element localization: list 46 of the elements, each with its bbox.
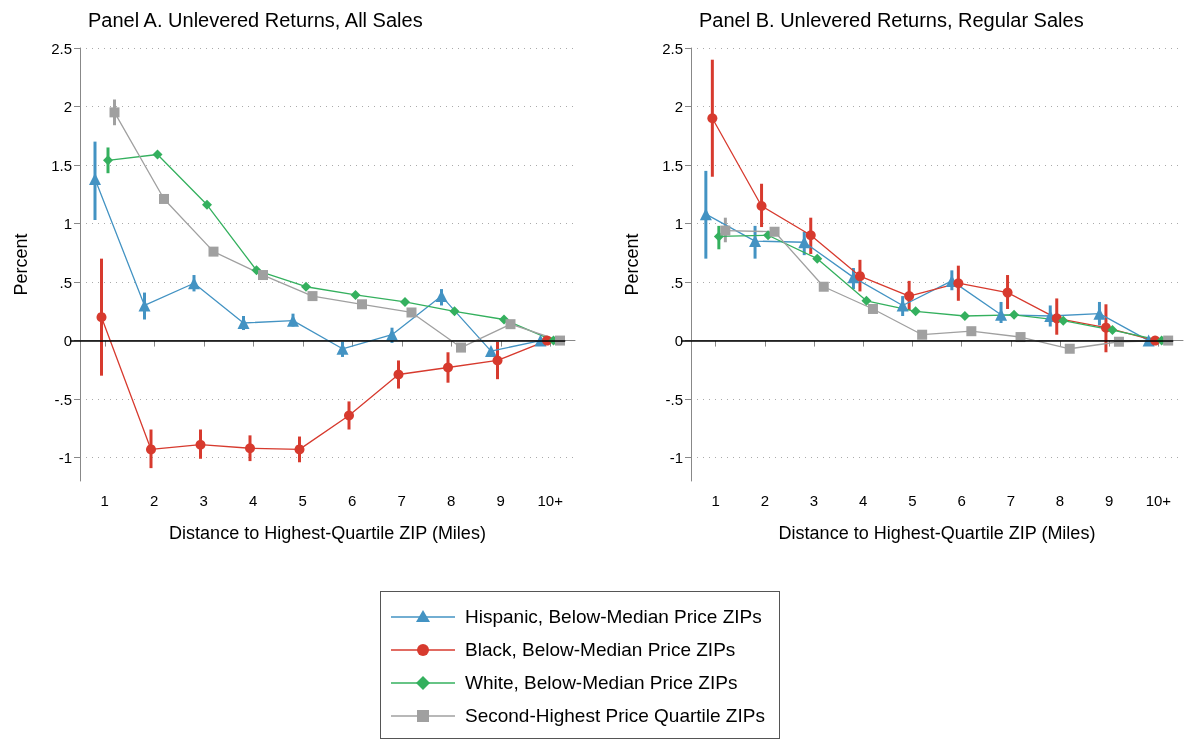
- chart-title: Panel A. Unlevered Returns, All Sales: [88, 9, 423, 31]
- x-tick-label: 8: [1055, 492, 1065, 509]
- x-tick-label: 1: [100, 492, 109, 509]
- y-tick-label: .5: [59, 273, 72, 291]
- x-tick-label: 2: [150, 492, 159, 509]
- x-tick-label: 8: [447, 492, 456, 509]
- x-tick-label: 1: [711, 492, 720, 509]
- x-tick-label: 6: [348, 492, 357, 509]
- x-tick-label: 10+: [537, 492, 564, 509]
- x-tick-label: 5: [298, 492, 307, 509]
- chart-title: Panel B. Unlevered Returns, Regular Sales: [699, 9, 1084, 31]
- x-tick-label: 7: [1006, 492, 1015, 509]
- x-tick-label: 10+: [1145, 492, 1172, 509]
- y-tick-label: -1: [669, 449, 683, 467]
- x-axis-title: Distance to Highest-Quartile ZIP (Miles): [169, 523, 486, 543]
- legend-label: Second-Highest Price Quartile ZIPs: [465, 704, 765, 727]
- x-tick-label: 3: [809, 492, 819, 509]
- y-tick-label: 0: [674, 332, 683, 350]
- y-tick-label: 1.5: [662, 156, 683, 174]
- y-tick-label: -.5: [665, 390, 683, 408]
- y-tick-label: 1: [63, 215, 72, 233]
- x-tick-label: 9: [1105, 492, 1114, 509]
- x-tick-label: 4: [859, 492, 868, 509]
- y-tick-label: 1: [674, 215, 683, 233]
- y-tick-label: 1.5: [51, 156, 72, 174]
- legend-label: Black, Below-Median Price ZIPs: [465, 638, 736, 661]
- x-tick-label: 6: [957, 492, 966, 509]
- y-tick-label: .5: [670, 273, 683, 291]
- x-tick-label: 5: [908, 492, 917, 509]
- legend-label: White, Below-Median Price ZIPs: [465, 671, 738, 694]
- y-tick-label: 2.5: [662, 39, 683, 57]
- legend-label: Hispanic, Below-Median Price ZIPs: [465, 605, 762, 628]
- x-tick-label: 2: [760, 492, 769, 509]
- x-tick-label: 3: [199, 492, 208, 509]
- y-tick-label: -.5: [54, 390, 72, 408]
- x-tick-label: 7: [397, 492, 406, 509]
- y-tick-label: 0: [63, 332, 72, 350]
- y-tick-label: 2: [674, 98, 683, 116]
- y-tick-label: 2.5: [51, 39, 72, 57]
- y-tick-label: -1: [58, 449, 72, 467]
- x-tick-label: 9: [496, 492, 505, 509]
- y-axis-title: Percent: [622, 233, 642, 296]
- y-tick-label: 2: [63, 98, 72, 116]
- x-axis-title: Distance to Highest-Quartile ZIP (Miles): [778, 523, 1096, 543]
- x-tick-label: 4: [249, 492, 258, 509]
- y-axis-title: Percent: [11, 233, 31, 296]
